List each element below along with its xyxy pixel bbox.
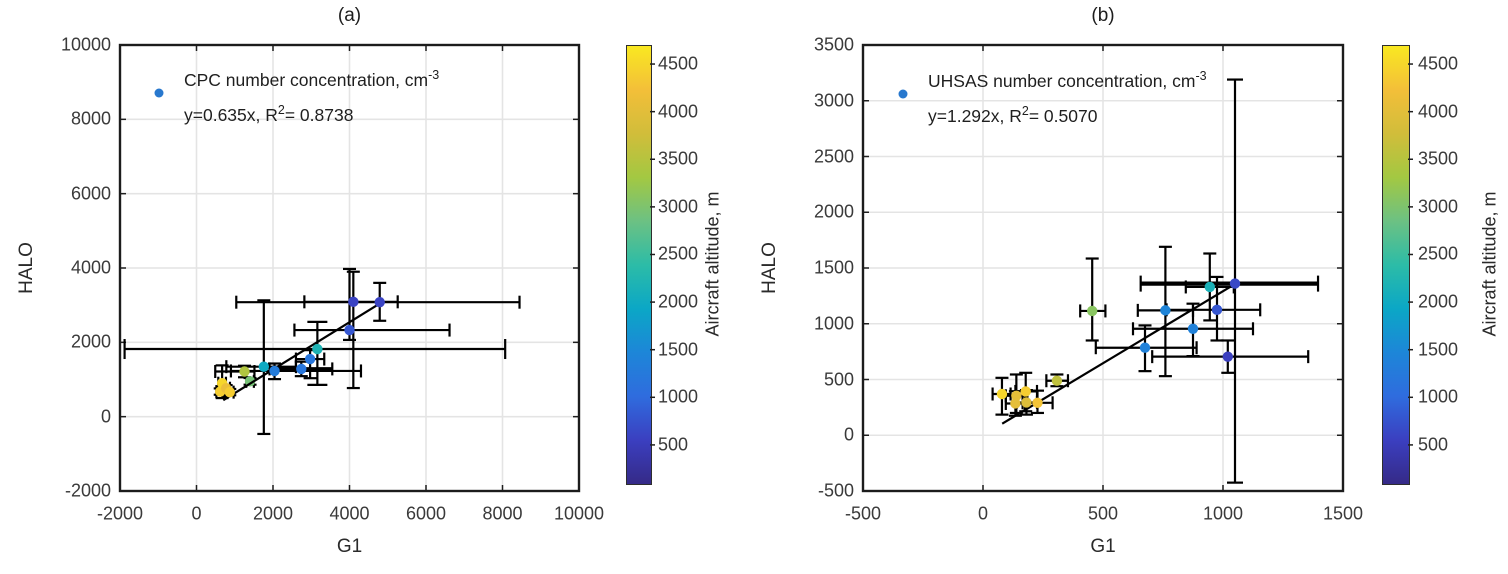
legend-marker-icon [154,88,164,98]
legend-series-label: UHSAS number concentration, cm-3 [928,69,1207,91]
legend-fit-label: y=1.292x, R2= 0.5070 [928,104,1098,126]
legend-series-label: CPC number concentration, cm-3 [184,68,440,90]
axis-box [861,43,1345,493]
axis-box [118,43,581,493]
colorbar-panel-b [1382,45,1410,485]
legend-panel-b: UHSAS number concentration, cm-3 y=1.292… [928,64,1207,134]
legend-fit-label: y=0.635x, R2= 0.8738 [184,103,354,125]
legend-marker-icon [898,89,908,99]
colorbar-panel-a [626,45,652,485]
legend-panel-a: CPC number concentration, cm-3 y=0.635x,… [184,63,439,133]
